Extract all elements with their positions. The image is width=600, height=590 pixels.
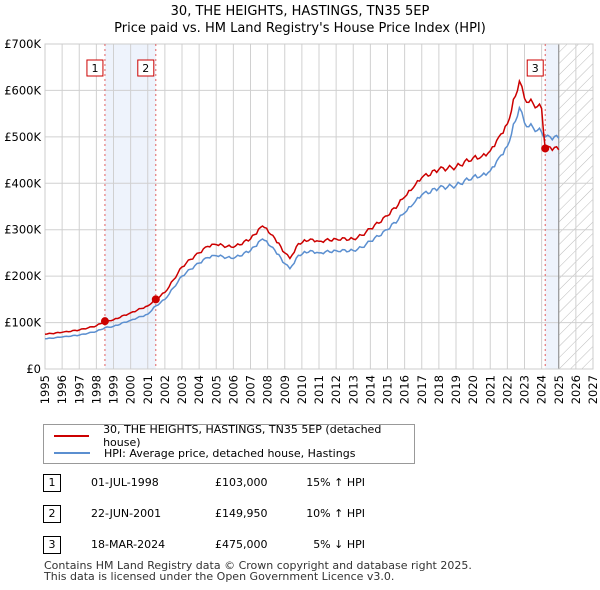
x-tick-label: 2021 [483,375,497,404]
transaction-row: 3 18-MAR-2024 £475,000 5% ↓ HPI [43,536,463,556]
y-tick-label: £200K [4,269,41,283]
hpi-line [44,105,560,340]
subtitle-line: Price paid vs. HM Land Registry's House … [114,21,486,36]
sale-point [151,295,160,304]
y-tick-label: £300K [4,223,41,237]
x-tick-label: 1997 [72,375,86,404]
x-tick-label: 2010 [295,375,309,404]
legend-item-hpi: HPI: Average price, detached house, Hast… [54,445,355,461]
chart-title: 30, THE HEIGHTS, HASTINGS, TN35 5EP Price… [0,3,600,37]
price: £475,000 [215,538,268,551]
x-tick-label: 2004 [192,375,206,404]
sale-label-box [86,59,104,77]
x-tick-label: 2023 [518,375,532,404]
y-tick-label: £400K [4,176,41,190]
sale-label-box [137,59,155,77]
x-tick-label: 2013 [346,375,360,404]
legend-label: HPI: Average price, detached house, Hast… [104,446,356,460]
legend: 30, THE HEIGHTS, HASTINGS, TN35 5EP (det… [43,423,415,464]
x-tick-label: 2024 [535,375,549,404]
legend-swatch-red [54,435,90,437]
x-tick-label: 2001 [141,375,155,404]
title-line: 30, THE HEIGHTS, HASTINGS, TN35 5EP [170,4,430,19]
y-tick-label: £500K [4,130,41,144]
legend-item-property: 30, THE HEIGHTS, HASTINGS, TN35 5EP (det… [54,423,414,449]
x-tick-label: 2019 [449,375,463,404]
x-tick-label: 2002 [158,375,172,404]
hpi-diff: 5% ↓ HPI [313,538,365,551]
x-tick-label: 2011 [312,375,326,404]
price: £103,000 [215,476,268,489]
x-tick-label: 2014 [363,375,377,404]
marker-number: 1 [43,474,61,492]
x-tick-label: 2012 [329,375,343,404]
transaction-row: 1 01-JUL-1998 £103,000 15% ↑ HPI [43,474,463,494]
x-tick-label: 1998 [89,375,103,404]
sale-label: 3 [532,62,539,75]
y-tick-label: £700K [4,37,41,51]
sale-label: 2 [142,62,149,75]
x-tick-label: 1995 [38,375,52,404]
x-tick-label: 2017 [415,375,429,404]
date: 18-MAR-2024 [91,538,166,551]
x-tick-label: 2025 [552,375,566,404]
x-tick-label: 2018 [432,375,446,404]
sale-point [541,144,550,153]
sale-label-box [526,59,544,77]
sale-point [100,317,109,326]
x-tick-label: 2022 [500,375,514,404]
date: 22-JUN-2001 [91,507,162,520]
date: 01-JUL-1998 [91,476,159,489]
x-tick-label: 1999 [107,375,121,404]
x-tick-label: 2016 [398,375,412,404]
x-tick-label: 2000 [124,375,138,404]
plot-border [44,43,594,370]
x-tick-label: 2005 [209,375,223,404]
marker-number: 2 [43,505,61,523]
x-tick-label: 2020 [466,375,480,404]
sale-period-shade [545,44,559,369]
x-tick-label: 2009 [278,375,292,404]
y-tick-label: £0 [26,362,41,376]
y-tick-label: £100K [4,316,41,330]
x-tick-label: 2008 [261,375,275,404]
footer-line: This data is licensed under the Open Gov… [44,570,395,583]
hpi-diff: 10% ↑ HPI [306,507,365,520]
legend-swatch-blue [54,452,90,454]
price-chart: 1995 1996 1997 1998 1999 2000 2001 2002 2003 2004… [4,37,600,404]
legend-label: 30, THE HEIGHTS, HASTINGS, TN35 5EP (det… [103,423,382,449]
x-tick-label: 2015 [381,375,395,404]
x-tick-label: 2026 [569,375,583,404]
property-price-line [44,78,560,335]
footer-line: Contains HM Land Registry data © Crown c… [44,559,472,572]
price: £149,950 [215,507,268,520]
x-tick-label: 2006 [226,375,240,404]
x-tick-label: 2027 [586,375,600,404]
transaction-row: 2 22-JUN-2001 £149,950 10% ↑ HPI [43,505,463,525]
sale-label: 1 [91,62,98,75]
y-tick-label: £600K [4,83,41,97]
x-tick-label: 2003 [175,375,189,404]
x-tick-label: 1996 [55,375,69,404]
x-tick-label: 2007 [244,375,258,404]
marker-number: 3 [43,536,61,554]
footer: Contains HM Land Registry data © Crown c… [44,560,472,582]
hpi-diff: 15% ↑ HPI [306,476,365,489]
